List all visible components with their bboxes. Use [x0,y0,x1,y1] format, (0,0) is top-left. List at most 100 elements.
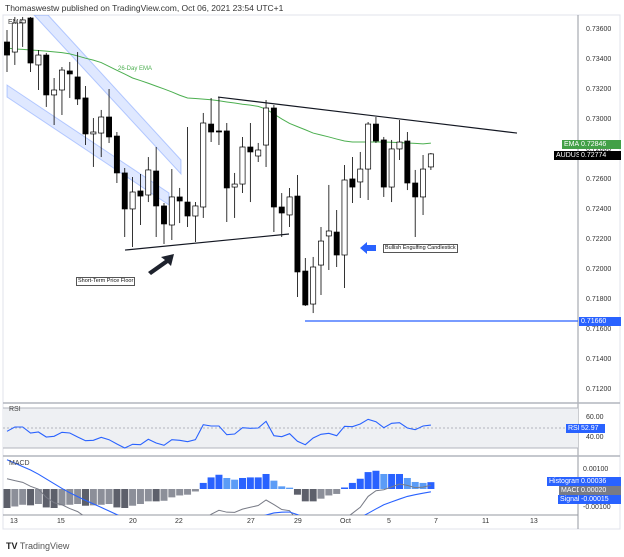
candle-bearish [121,172,128,210]
price-tick-label: 0.73400 [586,56,612,63]
candle-bearish [82,97,89,135]
macd-histogram-bar [286,487,294,489]
time-tick-label: Oct [340,518,351,525]
price-floor-note[interactable]: Short-Term Price Floor [76,277,136,286]
macd-histogram-bar [50,489,58,508]
macd-histogram-bar [254,477,262,489]
time-tick-label: 7 [434,518,438,525]
candle-bearish [270,107,277,208]
candle-bullish [357,168,364,183]
macd-histogram-bar [160,489,168,501]
macd-histogram-bar [176,489,184,496]
candle-bearish [27,17,34,64]
candle-bullish [310,266,317,305]
macd-histogram-bar [121,489,129,508]
rsi-pane[interactable] [3,407,578,449]
macd-histogram-bar [356,478,364,489]
macd-histogram-bar [27,489,35,506]
macd-histogram-bar [317,489,325,499]
candle-bearish [43,54,50,96]
candle-bullish [192,205,199,217]
macd-histogram-bar [97,489,105,505]
macd-histogram-bar [3,489,11,508]
rsi-name-tag: RSI [566,424,582,433]
candle-bearish [113,135,120,174]
candle-bearish [106,116,112,138]
bullish-engulfing-note[interactable]: Bullish Engulfing Candlestick [383,244,458,253]
channel-band-upper [33,15,182,176]
macd-histogram-bar [129,489,137,506]
price-tick-label: 0.72200 [586,236,612,243]
tradingview-logo[interactable]: TV TradingView [6,541,70,551]
macd-line [6,478,432,515]
rsi-tick-label: 40.00 [586,434,604,441]
price-tick-label: 0.71400 [586,356,612,363]
candle-bullish [396,141,403,150]
signal-name-tag: Signal [558,495,582,504]
macd-histogram-bar [411,481,419,489]
macd-pane[interactable] [3,459,435,539]
price-tick-label: 0.72000 [586,266,612,273]
candle-bullish [420,168,427,198]
rsi-value-tag: 52.97 [579,424,605,433]
candle-bearish [208,123,215,133]
macd-histogram-bar [34,489,42,505]
candle-bearish [4,41,10,56]
macd-histogram-bar [58,489,66,506]
candle-bullish [341,179,348,256]
price-tick-label: 0.73000 [586,116,612,123]
arrow-left-icon [360,242,376,254]
macd-value-tag: 0.00020 [579,486,621,495]
candle-bearish [294,195,301,273]
level-price-tag: 0.71660 [579,317,621,326]
histogram-name-tag: Histogram [547,477,583,486]
candle-bearish [66,70,73,75]
price-tick-label: 0.72600 [586,176,612,183]
main-pane[interactable] [4,15,578,322]
candle-bullish [58,69,65,91]
publish-header: Thomaswestw published on TradingView.com… [5,3,284,13]
macd-histogram-bar [207,477,215,489]
candle-bullish [98,116,105,134]
brand-name: TradingView [19,541,70,551]
macd-histogram-bar [348,482,356,489]
macd-histogram-bar [89,489,97,506]
candle-bullish [325,230,332,237]
time-tick-label: 27 [247,518,255,525]
candle-bullish [388,148,395,188]
macd-histogram-bar [184,489,192,495]
support-trendline [124,233,290,251]
rsi-pane-label: RSI [9,406,21,413]
macd-histogram-bar [380,473,388,489]
price-tick-label: 0.71800 [586,296,612,303]
candle-bearish [161,205,167,225]
macd-histogram-bar [270,480,278,489]
macd-histogram-bar [262,473,270,489]
candle-bullish [263,107,270,146]
macd-histogram-bar [293,489,301,495]
macd-histogram-bar [278,486,286,489]
macd-histogram-bar [144,489,152,502]
macd-histogram-bar [42,489,50,508]
ema-annotation-label: 26-Day EMA [118,66,153,72]
candle-bullish [318,240,324,266]
macd-histogram-bar [333,489,341,494]
macd-histogram-bar [105,489,113,505]
macd-histogram-bar [82,489,89,506]
macd-histogram-bar [364,472,372,489]
candle-bearish [380,139,387,188]
candle-bearish [176,196,183,202]
candle-bearish [412,182,419,198]
candle-bullish [231,183,238,188]
chart-frame [2,14,621,530]
macd-histogram-bar [372,470,380,489]
candle-bearish [404,140,411,184]
candle-bullish [11,22,18,53]
time-tick-label: 29 [294,518,302,525]
time-tick-label: 20 [129,518,137,525]
candle-bearish [302,270,309,306]
macd-histogram-bar [66,489,74,505]
symbol-name-tag: AUDUSD [554,151,588,160]
time-tick-label: 15 [57,518,65,525]
